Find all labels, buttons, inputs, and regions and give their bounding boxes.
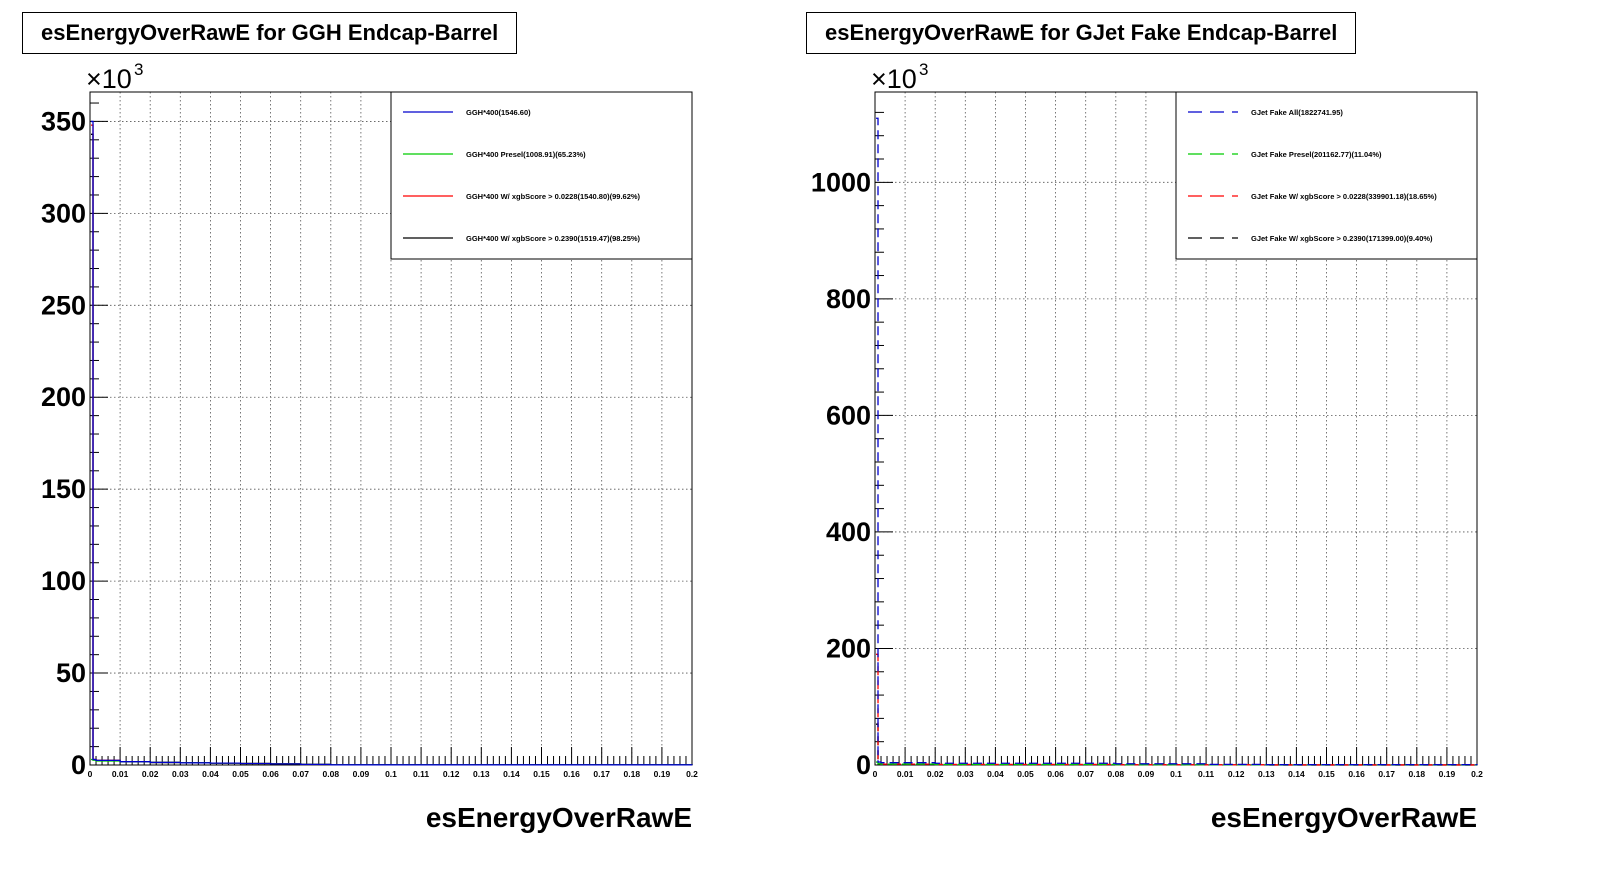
x-axis-title: esEnergyOverRawE [1211,802,1477,833]
x-tick-label: 0.04 [202,769,219,779]
x-tick-label: 0.11 [413,769,429,779]
y-tick-label: 100 [41,566,86,596]
plot-area: 0 0.01 0.02 0.03 0.04 0.05 0.06 0.07 0.08 0.09 0.1… [811,60,1483,833]
x-tick-label: 0.17 [1378,769,1395,779]
y-tick-label: 0 [856,750,871,780]
y-tick-label: 0 [71,750,86,780]
legend-entry-label: GJet Fake W/ xgbScore > 0.0228(339901.18… [1251,192,1437,201]
y-tick-label: 800 [826,284,871,314]
x-tick-label: 0.14 [503,769,520,779]
legend-entry-label: GGH*400 W/ xgbScore > 0.0228(1540.80)(99… [466,192,641,201]
x-tick-label: 0.18 [1409,769,1426,779]
x-tick-label: 0.12 [443,769,460,779]
y-tick-label: 200 [41,382,86,412]
x-tick-label: 0 [873,769,878,779]
x-tick-label: 0.02 [927,769,944,779]
x-tick-label: 0.13 [473,769,490,779]
x-tick-label: 0.06 [1047,769,1064,779]
legend-entry-label: GJet Fake W/ xgbScore > 0.2390(171399.00… [1251,234,1433,243]
y-tick-label: 150 [41,474,86,504]
x-tick-label: 0.09 [353,769,370,779]
x-tick-label: 0.07 [1077,769,1094,779]
x-tick-label: 0.03 [172,769,189,779]
x-tick-label: 0.16 [1348,769,1365,779]
x-tick-label: 0.17 [593,769,610,779]
x-tick-label: 0.04 [987,769,1004,779]
x-tick-label: 0.03 [957,769,974,779]
x-tick-label: 0.05 [1017,769,1034,779]
x-tick-label: 0.06 [262,769,279,779]
chart-title: esEnergyOverRawE for GJet Fake Endcap-Ba… [806,12,1357,54]
x-tick-label: 0 [88,769,93,779]
x-tick-label: 0.16 [563,769,580,779]
y-multiplier-exponent: 3 [919,60,928,79]
x-tick-label: 0.19 [654,769,671,779]
x-tick-label: 0.19 [1439,769,1456,779]
x-tick-label: 0.15 [533,769,550,779]
legend-entry-label: GGH*400 W/ xgbScore > 0.2390(1519.47)(98… [466,234,641,243]
x-tick-label: 0.2 [1471,769,1483,779]
plot-area: 0 0.01 0.02 0.03 0.04 0.05 0.06 0.07 0.08 0.09 0.1… [41,60,698,833]
x-axis-title: esEnergyOverRawE [426,802,692,833]
series-line [876,117,1478,766]
x-tick-label: 0.08 [323,769,340,779]
x-tick-label: 0.18 [624,769,641,779]
legend-box [390,91,693,260]
x-tick-label: 0.14 [1288,769,1305,779]
x-tick-label: 0.1 [1170,769,1182,779]
x-tick-label: 0.09 [1138,769,1155,779]
x-tick-label: 0.07 [292,769,309,779]
legend-entry-label: GGH*400 Presel(1008.91)(65.23%) [466,150,586,159]
y-tick-label: 1000 [811,167,871,197]
x-tick-label: 0.12 [1228,769,1245,779]
y-tick-label: 50 [56,658,86,688]
y-tick-label: 250 [41,290,86,320]
legend-entry-label: GJet Fake Presel(201162.77)(11.04%) [1251,150,1382,159]
y-multiplier-label: ×10 [86,64,132,94]
x-tick-label: 0.11 [1198,769,1214,779]
x-tick-label: 0.01 [112,769,129,779]
legend-entry-label: GJet Fake All(1822741.95) [1251,108,1343,117]
x-tick-label: 0.08 [1108,769,1125,779]
y-tick-label: 300 [41,198,86,228]
x-tick-label: 0.02 [142,769,159,779]
y-tick-label: 200 [826,633,871,663]
x-tick-label: 0.1 [385,769,397,779]
y-tick-label: 350 [41,106,86,136]
legend-box [1175,91,1478,260]
y-tick-label: 600 [826,400,871,430]
x-tick-label: 0.01 [897,769,914,779]
x-tick-label: 0.15 [1318,769,1335,779]
chart-panel-ggh: esEnergyOverRawE for GGH Endcap-Barrel 0… [0,0,790,874]
y-multiplier-exponent: 3 [134,60,143,79]
x-tick-label: 0.2 [686,769,698,779]
x-tick-label: 0.13 [1258,769,1275,779]
chart-title: esEnergyOverRawE for GGH Endcap-Barrel [22,12,518,54]
y-multiplier-label: ×10 [871,64,917,94]
y-tick-label: 400 [826,517,871,547]
series-line [91,120,693,766]
chart-panel-gjet: esEnergyOverRawE for GJet Fake Endcap-Ba… [790,0,1598,874]
legend-entry-label: GGH*400(1546.60) [466,108,531,117]
x-tick-label: 0.05 [232,769,249,779]
